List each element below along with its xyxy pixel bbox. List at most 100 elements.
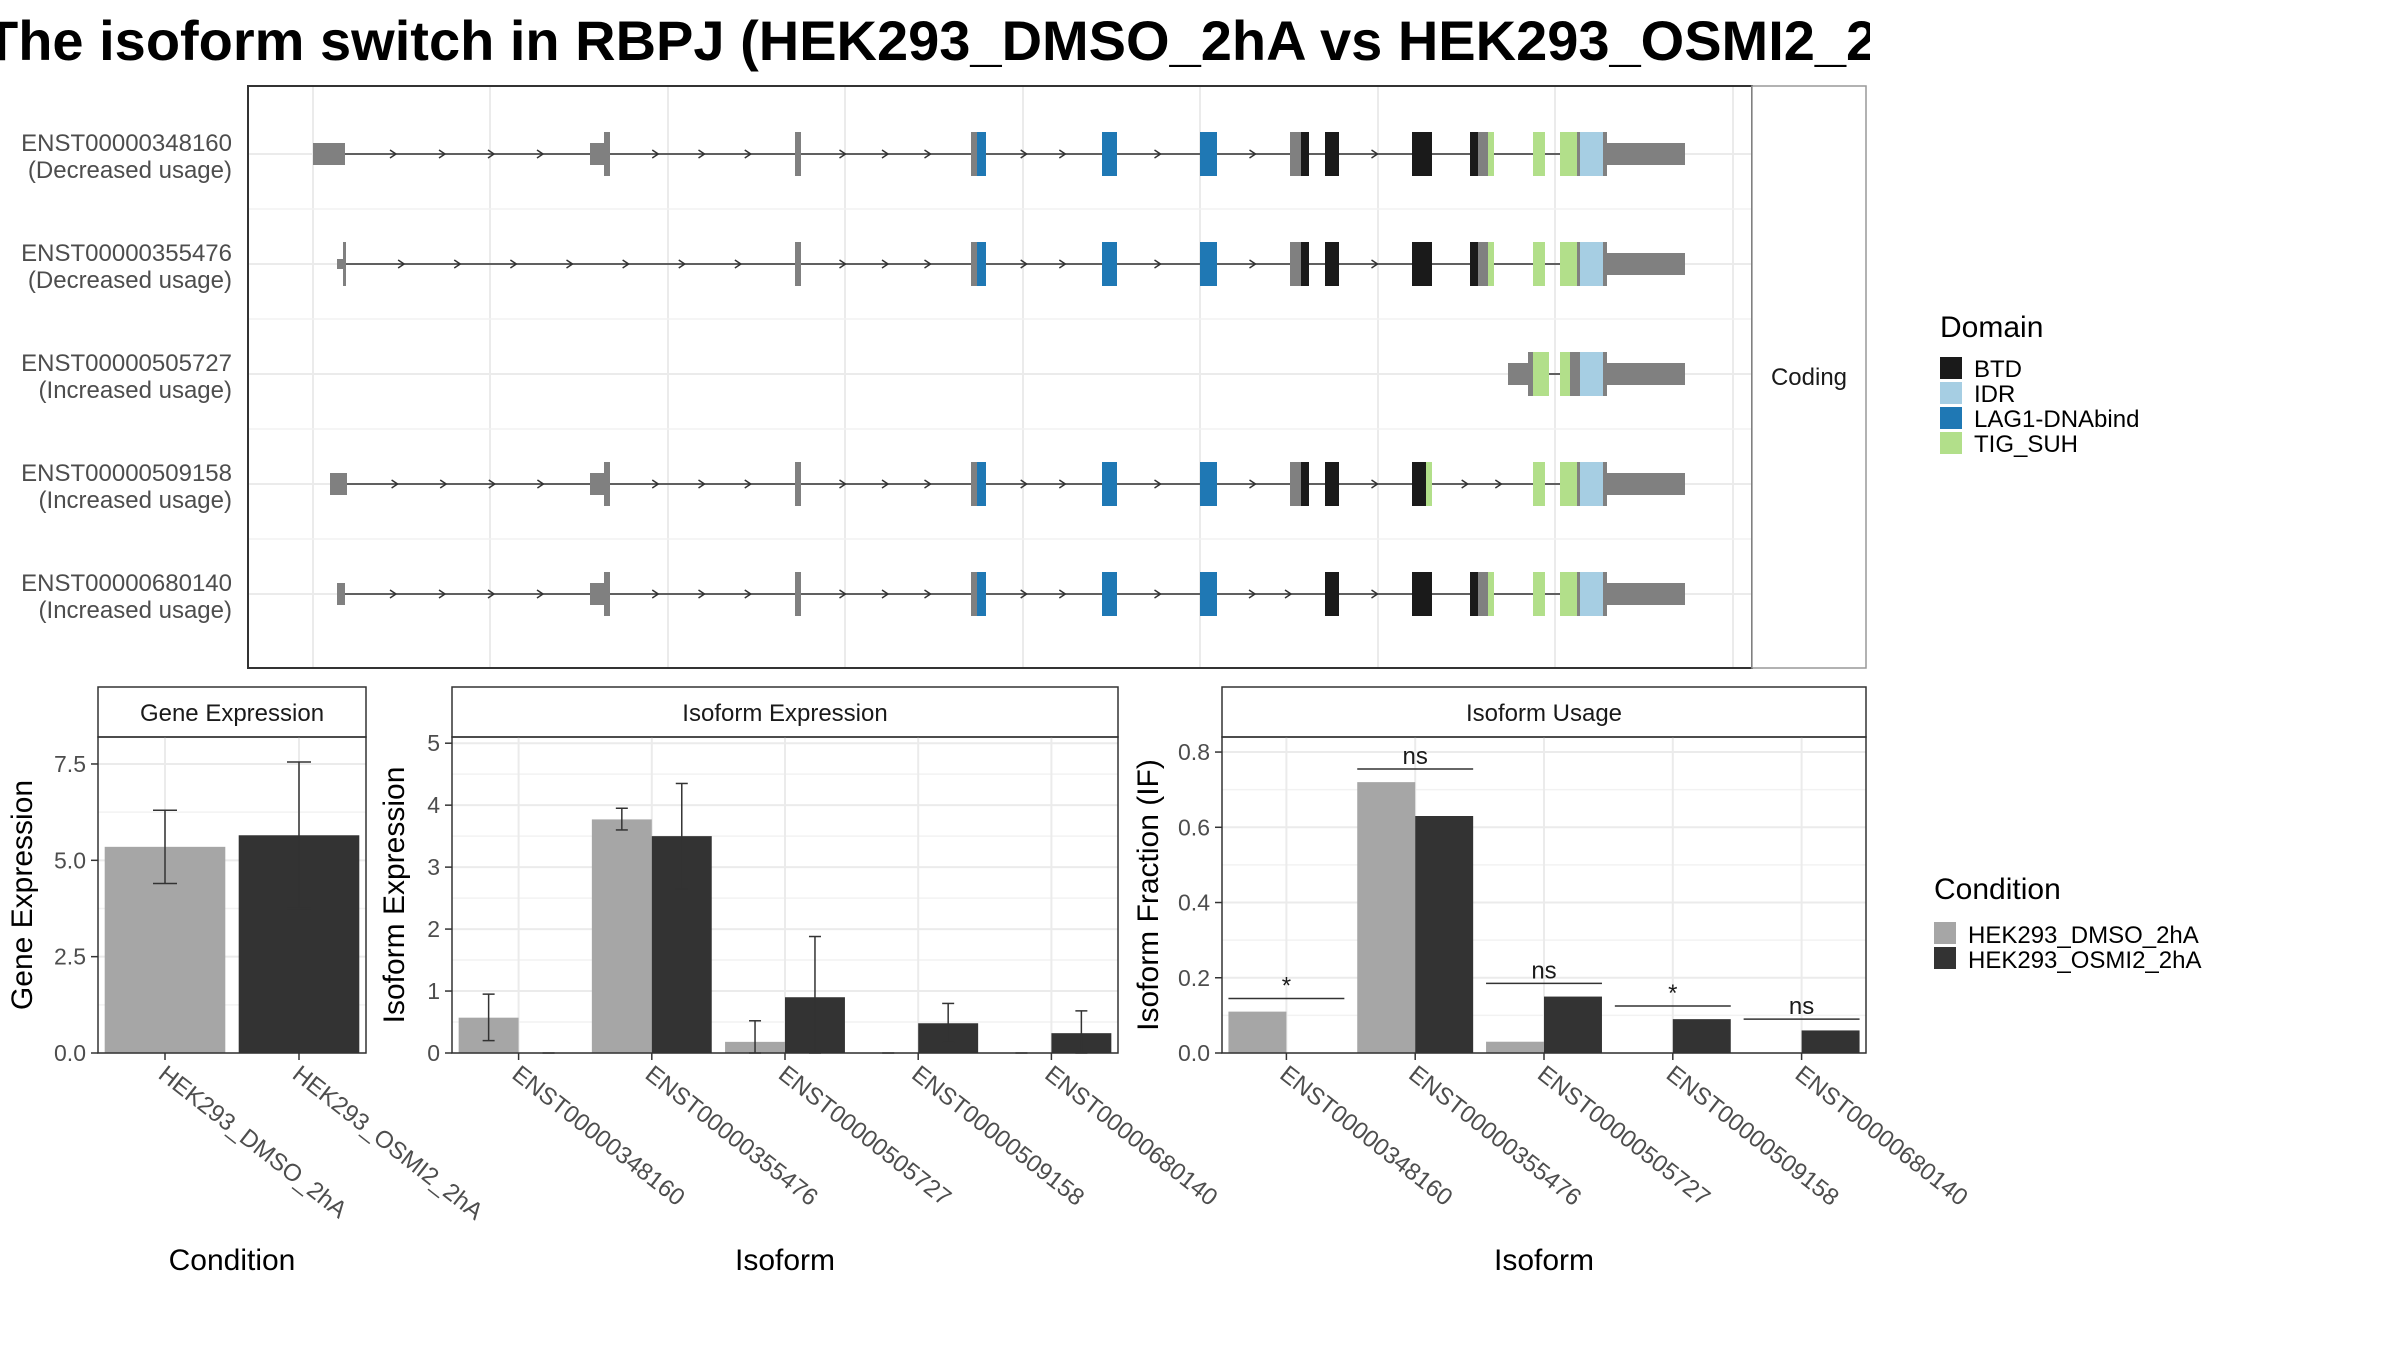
- legend-swatch-idr: [1940, 382, 1962, 404]
- strand-arrow: [1058, 479, 1067, 489]
- transcript-label-id: ENST00000509158: [21, 460, 232, 487]
- exon-noncoding: [971, 462, 977, 506]
- strand-arrow: [453, 259, 462, 269]
- y-tick-label: 0.4: [1178, 890, 1210, 916]
- domain-btd: [1470, 572, 1478, 616]
- y-tick-label: 0.0: [54, 1040, 86, 1066]
- bar: [1415, 816, 1474, 1053]
- strand-arrow: [651, 479, 660, 489]
- exon-noncoding: [604, 462, 610, 506]
- domain-tig-suh: [1533, 572, 1545, 616]
- domain-tig-suh: [1533, 352, 1549, 396]
- strand-arrow: [924, 149, 932, 159]
- strand-arrow: [924, 589, 932, 599]
- exon-noncoding: [1607, 363, 1685, 385]
- transcript-label-usage: (Increased usage): [39, 377, 232, 404]
- strand-arrow: [389, 589, 398, 599]
- domain-btd: [1412, 132, 1432, 176]
- domain-tig-suh: [1560, 572, 1577, 616]
- bar: [1228, 1011, 1287, 1053]
- y-tick-label: 1: [427, 978, 440, 1004]
- domain-legend: Domain BTD IDR LAG1-DNAbind TIG_SUH: [1940, 311, 2139, 458]
- gene-expression-frame: [97, 736, 367, 1054]
- strand-arrow: [1020, 589, 1029, 599]
- strand-arrow: [744, 479, 753, 489]
- strand-arrow: [881, 589, 890, 599]
- domain-idr: [1580, 572, 1603, 616]
- main-title: The isoform switch in RBPJ (HEK293_DMSO_…: [0, 9, 1870, 72]
- isoform-expression-y-title: Isoform Expression: [378, 767, 411, 1024]
- y-tick-label: 5: [427, 730, 440, 756]
- domain-btd: [1470, 132, 1478, 176]
- transcript-label-id: ENST00000505727: [21, 350, 232, 377]
- domain-btd: [1412, 572, 1432, 616]
- exon-noncoding: [343, 242, 346, 286]
- exon-noncoding: [1290, 242, 1301, 286]
- strand-arrow: [488, 479, 497, 489]
- exon-noncoding: [1603, 572, 1607, 616]
- exon-noncoding: [337, 583, 345, 605]
- isoform-usage-bars: * ns ns * ns: [1228, 743, 1860, 1053]
- y-tick-label: 0.6: [1178, 814, 1210, 840]
- structure-panel-border: [247, 85, 1753, 669]
- exon-noncoding: [1577, 572, 1580, 616]
- legend-swatch-osmi2: [1934, 947, 1956, 969]
- strand-arrow: [1154, 149, 1162, 159]
- exon-noncoding: [1607, 583, 1685, 605]
- strand-arrow: [839, 479, 847, 489]
- legend-swatch-dmso: [1934, 922, 1956, 944]
- strand-arrow: [1284, 589, 1293, 599]
- domain-tig-suh: [1533, 242, 1545, 286]
- gene-expression-strip-title: Gene Expression: [140, 700, 324, 727]
- domain-btd: [1412, 242, 1432, 286]
- strand-arrow: [1248, 589, 1257, 599]
- strand-arrow: [839, 149, 847, 159]
- legend-label-dmso: HEK293_DMSO_2hA: [1968, 922, 2199, 949]
- exon-noncoding: [330, 473, 347, 495]
- strand-arrow: [509, 259, 518, 269]
- isoform-usage-y-title: Isoform Fraction (IF): [1132, 759, 1165, 1031]
- strand-arrow: [487, 149, 496, 159]
- bar: [1357, 782, 1416, 1053]
- isoform-usage-axes: 0.00.20.40.60.8ENST00000348160ENST000003…: [1178, 739, 1973, 1211]
- strand-arrow: [651, 589, 660, 599]
- strand-arrow: [536, 479, 545, 489]
- exon-noncoding: [1478, 572, 1488, 616]
- y-tick-label: 3: [427, 854, 440, 880]
- exon-noncoding: [1570, 352, 1580, 396]
- strand-arrow: [536, 589, 545, 599]
- exon-noncoding: [1603, 352, 1607, 396]
- strand-arrow: [1249, 259, 1257, 269]
- transcript-tracks: [313, 132, 1685, 616]
- strand-arrow: [744, 589, 753, 599]
- strand-arrow: [839, 259, 847, 269]
- exon-noncoding: [1607, 143, 1685, 165]
- bar: [1486, 1041, 1544, 1053]
- domain-lag1-dnabind: [1102, 132, 1117, 176]
- domain-idr: [1580, 242, 1603, 286]
- strand-arrow: [651, 149, 660, 159]
- exon-noncoding: [971, 242, 977, 286]
- y-tick-label: 7.5: [54, 751, 86, 777]
- strand-arrow: [566, 259, 574, 269]
- exon-noncoding: [1478, 132, 1488, 176]
- exon-noncoding: [604, 132, 610, 176]
- exon-noncoding: [1478, 242, 1488, 286]
- exon-noncoding: [1290, 132, 1301, 176]
- exon-noncoding: [1607, 253, 1685, 275]
- strand-arrow: [391, 479, 399, 489]
- exon-noncoding: [590, 143, 604, 165]
- exon-noncoding: [971, 132, 977, 176]
- domain-tig-suh: [1560, 242, 1577, 286]
- y-tick-label: 2: [427, 916, 440, 942]
- strand-arrow: [487, 589, 496, 599]
- strand-arrow: [536, 149, 545, 159]
- legend-swatch-btd: [1940, 357, 1962, 379]
- domain-lag1-dnabind: [1102, 242, 1117, 286]
- strand-arrow: [1249, 479, 1257, 489]
- strand-arrow: [881, 149, 890, 159]
- y-tick-label: 0.0: [1178, 1040, 1210, 1066]
- strand-arrow: [1154, 259, 1162, 269]
- domain-tig-suh: [1488, 242, 1494, 286]
- bar: [1544, 996, 1602, 1053]
